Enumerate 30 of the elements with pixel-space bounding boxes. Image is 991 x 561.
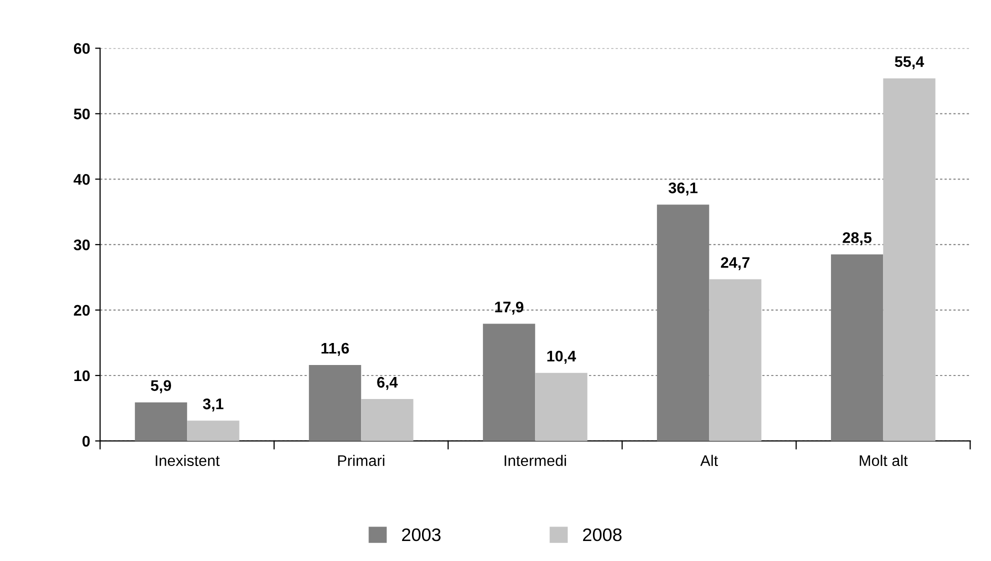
bar <box>134 402 188 441</box>
data-label: 6,4 <box>377 376 398 390</box>
data-label: 11,6 <box>322 342 349 356</box>
y-tick-label: 60 <box>74 43 90 54</box>
data-label: 17,9 <box>495 302 524 315</box>
data-label: 36,1 <box>668 182 698 196</box>
data-label: 24,7 <box>720 257 750 270</box>
y-tick-label: 50 <box>74 108 90 120</box>
data-label: 5,9 <box>150 380 172 394</box>
x-tick-label: Primari <box>338 454 384 466</box>
y-tick-label: 30 <box>74 239 90 250</box>
data-label: 3,1 <box>202 398 224 412</box>
y-tick-label: 0 <box>82 436 90 447</box>
data-label: 55,4 <box>894 56 924 70</box>
bar <box>187 420 240 441</box>
bar <box>709 279 762 441</box>
y-tick-label: 40 <box>74 174 90 185</box>
legend-label: 2003 <box>402 528 441 542</box>
y-tick-label: 20 <box>74 304 90 316</box>
bar <box>883 78 936 441</box>
data-label: 28,5 <box>842 232 872 246</box>
legend-label: 2008 <box>583 528 622 542</box>
data-label: 10,4 <box>547 350 576 364</box>
x-tick-label: Alt <box>700 454 718 466</box>
bar <box>361 399 414 441</box>
x-tick-label: Intermedi <box>504 454 566 466</box>
x-tick-label: Inexistent <box>156 454 220 466</box>
y-tick-label: 10 <box>74 370 90 382</box>
bar <box>535 372 588 441</box>
x-tick-label: Molt alt <box>860 454 908 466</box>
